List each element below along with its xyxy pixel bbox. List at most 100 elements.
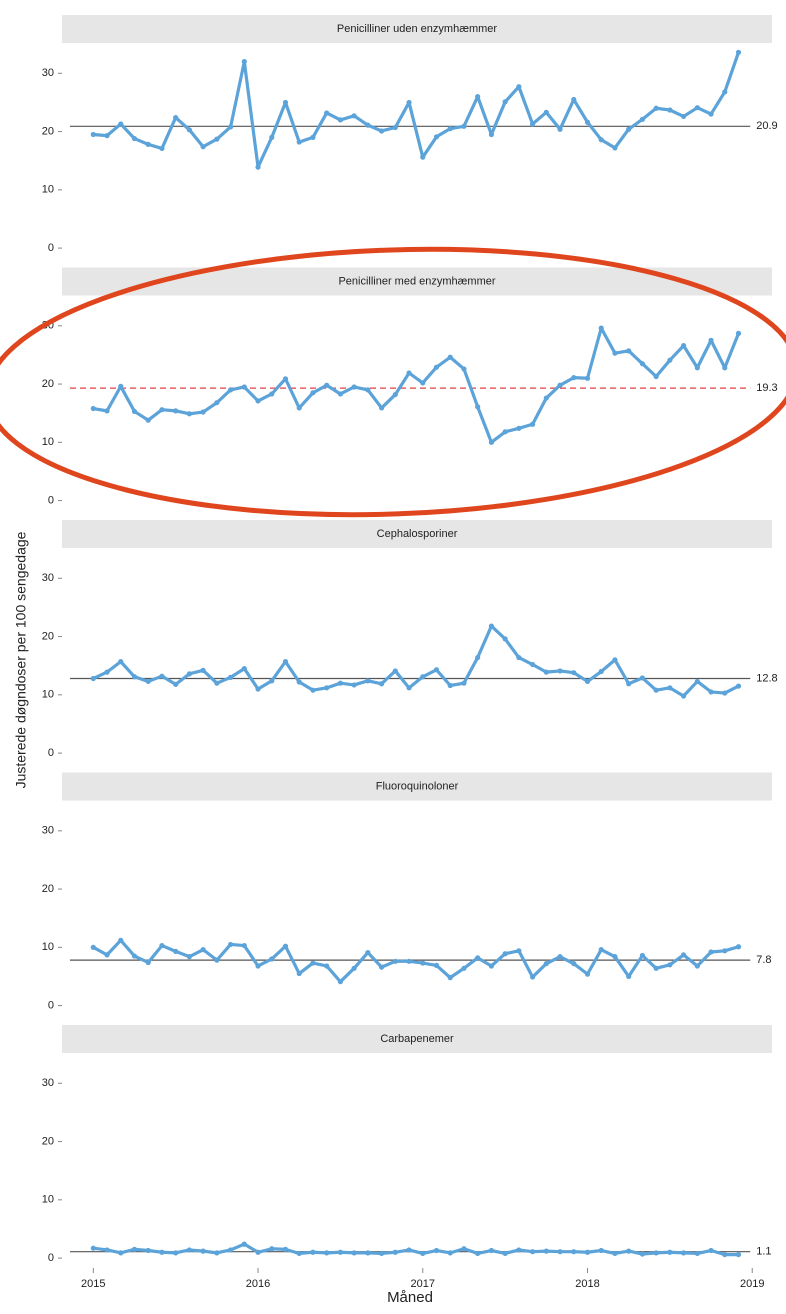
data-point	[365, 122, 371, 128]
data-point	[406, 958, 412, 964]
data-point	[598, 137, 604, 143]
data-point	[612, 350, 618, 356]
data-point	[406, 685, 412, 691]
data-point	[543, 395, 549, 401]
data-point	[612, 954, 618, 960]
data-point	[90, 1245, 96, 1251]
data-point	[516, 1247, 522, 1253]
data-point	[571, 96, 577, 103]
y-tick-label: 30	[42, 1077, 54, 1089]
y-tick-label: 10	[42, 689, 54, 701]
data-point	[310, 134, 316, 140]
data-point	[475, 654, 481, 661]
data-point	[461, 1246, 467, 1252]
y-tick-label: 30	[42, 320, 54, 332]
data-point	[269, 134, 275, 140]
panel-title: Cephalosporiner	[377, 528, 458, 540]
data-point	[337, 680, 343, 686]
data-point	[529, 974, 536, 980]
data-point	[557, 954, 563, 960]
data-point	[310, 1249, 316, 1255]
data-point	[639, 675, 646, 681]
data-point	[365, 678, 371, 684]
data-point	[502, 99, 508, 105]
data-point	[680, 343, 687, 349]
x-tick-label: 2018	[575, 1278, 599, 1290]
data-point	[488, 439, 495, 445]
data-point	[296, 970, 302, 977]
data-point	[255, 963, 261, 969]
data-point	[214, 957, 220, 963]
data-point	[653, 105, 659, 111]
reference-label: 19.3	[756, 382, 777, 394]
data-point	[488, 1247, 495, 1254]
data-point	[365, 1250, 371, 1256]
data-point	[296, 679, 302, 685]
data-point	[269, 678, 275, 684]
data-point	[227, 1247, 234, 1253]
data-point	[173, 114, 179, 121]
y-tick-label: 30	[42, 67, 54, 79]
data-point	[118, 1250, 124, 1256]
data-point	[227, 387, 234, 393]
data-point	[571, 961, 577, 967]
data-point	[571, 375, 577, 381]
data-point	[694, 365, 700, 371]
data-point	[475, 94, 481, 100]
data-point	[461, 123, 467, 129]
data-point	[392, 958, 398, 964]
data-point	[680, 952, 687, 958]
data-point	[667, 685, 673, 691]
y-tick-label: 10	[42, 436, 54, 448]
x-tick-label: 2015	[81, 1278, 105, 1290]
data-point	[200, 667, 206, 673]
y-tick-label: 0	[48, 495, 54, 507]
data-point	[104, 669, 110, 675]
data-point	[722, 690, 728, 696]
data-point	[282, 1246, 289, 1252]
data-point	[269, 391, 275, 397]
data-point	[227, 674, 234, 680]
data-point	[420, 154, 426, 160]
data-point	[337, 979, 343, 985]
data-point	[488, 963, 495, 969]
data-point	[406, 99, 412, 106]
data-line	[93, 326, 740, 444]
data-point	[653, 687, 659, 693]
data-point	[214, 1250, 220, 1256]
data-point	[557, 1249, 563, 1255]
data-point	[447, 1250, 453, 1256]
data-point	[543, 669, 549, 675]
data-point	[118, 121, 124, 127]
data-point	[365, 949, 371, 956]
data-point	[324, 1250, 330, 1256]
data-point	[241, 384, 247, 390]
data-point	[351, 113, 357, 119]
data-point	[104, 133, 110, 139]
data-point	[131, 953, 138, 959]
data-point	[447, 126, 453, 132]
data-point	[502, 1250, 508, 1257]
data-point	[694, 105, 700, 111]
data-point	[310, 390, 316, 396]
data-point	[310, 960, 316, 966]
data-point	[337, 391, 343, 397]
data-point	[529, 121, 536, 127]
data-point	[584, 1249, 591, 1255]
data-point	[475, 955, 481, 961]
data-point	[378, 964, 385, 970]
data-point	[516, 84, 522, 90]
data-point	[461, 680, 467, 686]
x-tick-label: 2017	[411, 1278, 435, 1290]
data-point	[461, 965, 467, 971]
data-point	[735, 1251, 742, 1258]
data-point	[461, 366, 467, 372]
data-point	[420, 380, 426, 386]
data-point	[351, 1250, 357, 1256]
data-point	[735, 683, 742, 689]
data-point	[735, 944, 742, 950]
data-point	[351, 965, 357, 971]
x-tick-label: 2016	[246, 1278, 270, 1290]
data-point	[324, 963, 330, 969]
